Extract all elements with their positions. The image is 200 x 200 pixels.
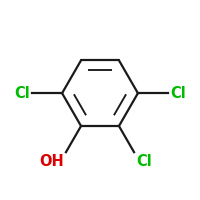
Text: Cl: Cl xyxy=(170,86,186,101)
Text: OH: OH xyxy=(39,154,64,169)
Text: Cl: Cl xyxy=(136,154,152,169)
Text: Cl: Cl xyxy=(14,86,30,101)
